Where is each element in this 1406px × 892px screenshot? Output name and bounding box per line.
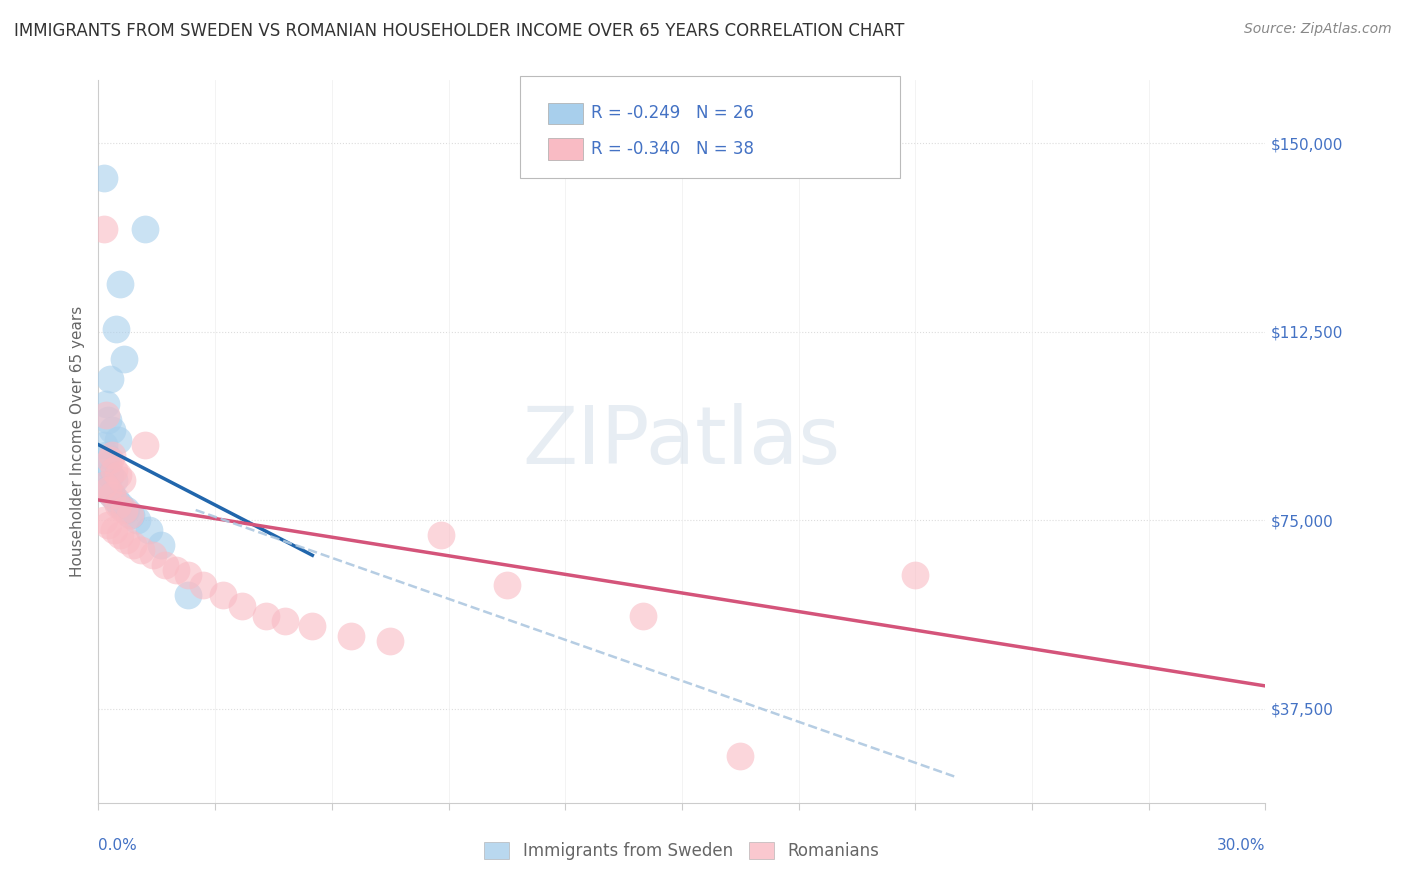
Point [165,563,187,577]
Point [93,171,115,186]
Point [103,473,125,487]
Point [177,568,200,582]
Point [142,548,165,562]
Point [111,473,134,487]
Point [153,558,176,573]
Point [98,372,121,386]
Point [138,523,160,537]
Point [96,408,118,422]
Point [112,352,135,367]
Point [149,538,172,552]
Point [118,508,141,522]
Text: IMMIGRANTS FROM SWEDEN VS ROMANIAN HOUSEHOLDER INCOME OVER 65 YEARS CORRELATION : IMMIGRANTS FROM SWEDEN VS ROMANIAN HOUSE… [14,22,904,40]
Point [93,478,115,492]
Point [380,633,402,648]
Point [101,488,124,502]
Point [254,608,277,623]
Point [108,277,131,291]
Point [274,614,297,628]
Point [98,467,121,482]
Text: Source: ZipAtlas.com: Source: ZipAtlas.com [1244,22,1392,37]
Point [212,589,235,603]
Point [112,503,135,517]
Point [93,478,115,492]
Point [93,513,115,527]
Point [96,483,118,497]
Point [904,568,927,582]
Point [429,528,451,542]
Point [101,488,124,502]
Point [631,608,654,623]
Point [101,423,124,437]
Point [134,438,156,452]
Point [127,513,149,527]
Point [301,618,323,632]
Point [108,528,131,542]
Point [107,498,129,512]
Point [193,578,215,592]
Point [114,533,136,548]
Point [108,498,131,512]
Point [121,508,143,522]
Text: 0.0%: 0.0% [98,838,138,853]
Point [104,493,127,508]
Point [97,483,120,497]
Point [103,523,125,537]
Point [730,749,752,764]
Point [97,518,120,533]
Text: R = -0.340   N = 38: R = -0.340 N = 38 [591,140,754,158]
Point [340,629,363,643]
Point [93,438,115,452]
Text: 30.0%: 30.0% [1218,838,1265,853]
Point [114,503,136,517]
Point [103,463,125,477]
Point [96,397,118,411]
Point [97,458,120,472]
Point [98,452,121,467]
Point [107,433,129,447]
Point [122,538,145,552]
Point [134,221,156,235]
Point [129,543,152,558]
Point [93,221,115,235]
Point [104,322,127,336]
Point [496,578,519,592]
Y-axis label: Householder Income Over 65 years: Householder Income Over 65 years [69,306,84,577]
Point [96,448,118,462]
Point [107,467,129,482]
Point [231,599,253,613]
Text: ZIPatlas: ZIPatlas [523,402,841,481]
Point [97,412,120,426]
Point [177,589,200,603]
Point [101,448,124,462]
Legend: Immigrants from Sweden, Romanians: Immigrants from Sweden, Romanians [478,835,886,867]
Text: R = -0.249   N = 26: R = -0.249 N = 26 [591,104,754,122]
